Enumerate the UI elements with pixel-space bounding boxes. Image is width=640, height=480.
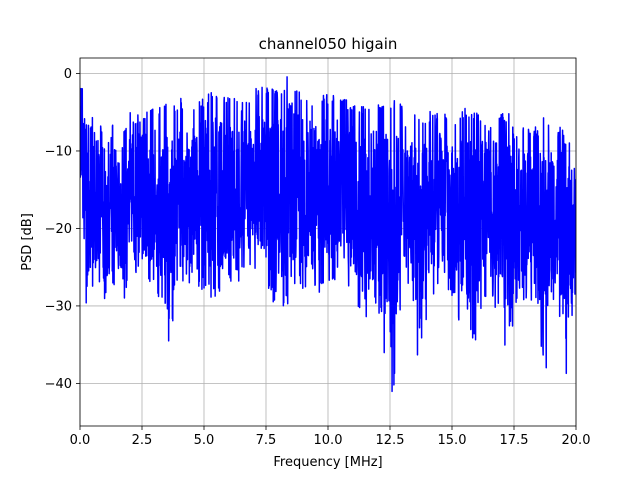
y-axis-ticks: 0 −10 −20 −30 −40: [45, 67, 80, 392]
x-tick-label: 15.0: [438, 433, 467, 448]
x-tick-label: 2.5: [132, 433, 153, 448]
y-tick-label: −40: [45, 377, 72, 392]
psd-series-line: [80, 76, 576, 393]
series-layer: [80, 76, 576, 393]
x-axis-ticks: 0.0 2.5 5.0 7.5 10.0 12.5 15.0 17.5 20.0: [70, 426, 591, 448]
y-axis-label: PSD [dB]: [20, 213, 35, 271]
x-tick-label: 20.0: [562, 433, 591, 448]
x-tick-label: 10.0: [314, 433, 343, 448]
chart-title: channel050 higain: [259, 35, 398, 53]
y-tick-label: −20: [45, 222, 72, 237]
x-tick-label: 17.5: [500, 433, 529, 448]
y-tick-label: 0: [64, 67, 72, 82]
x-tick-label: 12.5: [376, 433, 405, 448]
y-tick-label: −30: [45, 299, 72, 314]
x-tick-label: 7.5: [256, 433, 277, 448]
x-axis-label: Frequency [MHz]: [273, 455, 382, 470]
x-tick-label: 5.0: [194, 433, 215, 448]
x-tick-label: 0.0: [70, 433, 91, 448]
y-tick-label: −10: [45, 144, 72, 159]
